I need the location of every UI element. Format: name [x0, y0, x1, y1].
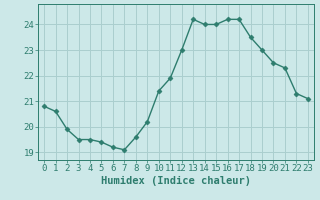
X-axis label: Humidex (Indice chaleur): Humidex (Indice chaleur): [101, 176, 251, 186]
